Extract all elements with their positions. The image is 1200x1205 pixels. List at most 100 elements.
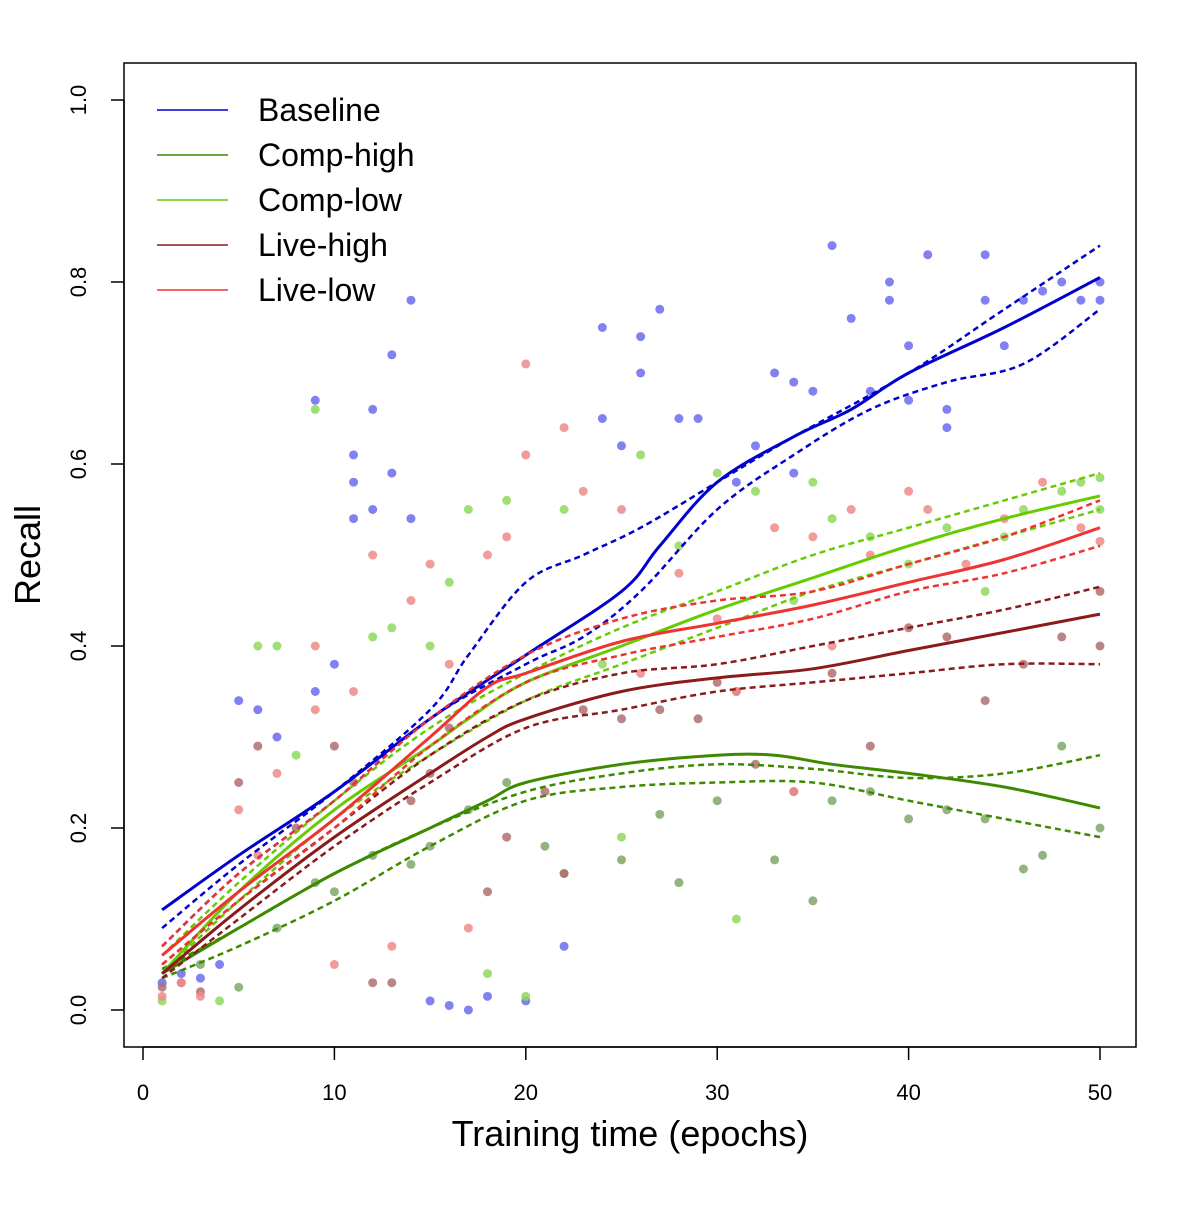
legend-item-live-low: Live-low	[157, 272, 376, 308]
legend-item-comp-high: Comp-high	[157, 137, 415, 173]
live-high-point	[406, 796, 416, 806]
legend-label: Comp-low	[258, 182, 403, 218]
comp-low-point	[827, 514, 837, 524]
baseline-point	[750, 441, 760, 451]
live-high-point	[1095, 641, 1105, 651]
baseline-point	[349, 477, 359, 487]
comp-low-fit-line	[161, 494, 1101, 975]
baseline-point	[483, 991, 493, 1001]
comp-low-point	[559, 505, 569, 514]
comp-low-point	[1076, 477, 1086, 487]
comp-high-point	[770, 855, 780, 865]
live-high-point	[655, 705, 665, 715]
baseline-point	[980, 250, 990, 260]
y-tick-label: 0.4	[66, 631, 91, 662]
baseline-point	[253, 705, 263, 715]
live-high-point	[483, 887, 493, 897]
legend-label: Baseline	[258, 92, 381, 128]
axes-layer: 0 10 20 30 40 50 0.0 0.2 0.4 0.6 0.8 1.0	[66, 85, 1112, 1105]
live-high-point	[540, 787, 550, 797]
comp-high-point	[617, 855, 626, 865]
live-high-point	[329, 741, 339, 751]
baseline-points	[157, 241, 1105, 1015]
live-high-point	[1057, 632, 1067, 642]
comp-low-point	[272, 641, 282, 651]
baseline-point	[349, 514, 359, 524]
live-low-point	[272, 768, 282, 778]
live-low-point	[425, 559, 435, 569]
baseline-point	[597, 414, 607, 423]
comp-high-ci-lower	[161, 779, 1101, 980]
comp-low-point	[291, 750, 301, 760]
legend-item-baseline: Baseline	[157, 92, 381, 128]
baseline-point	[234, 696, 244, 706]
live-low-point	[1038, 477, 1048, 487]
live-high-point	[827, 668, 837, 678]
baseline-point	[195, 973, 205, 983]
live-low-point	[1076, 523, 1086, 533]
baseline-point	[655, 304, 665, 314]
comp-low-point	[1057, 486, 1067, 496]
comp-high-point	[904, 814, 914, 824]
comp-low-point	[808, 477, 818, 487]
live-low-point	[368, 550, 378, 560]
baseline-point	[1095, 295, 1105, 305]
baseline-point	[636, 368, 646, 378]
live-low-point	[923, 505, 933, 514]
live-high-point	[253, 741, 263, 751]
comp-low-point	[1095, 473, 1105, 483]
baseline-point	[789, 468, 799, 478]
live-low-point	[329, 960, 339, 969]
baseline-point	[636, 332, 646, 342]
live-low-point	[846, 505, 856, 514]
baseline-point	[808, 386, 818, 396]
live-low-point	[310, 705, 320, 715]
baseline-point	[942, 404, 952, 414]
legend-label: Live-high	[258, 227, 388, 263]
live-high-point	[712, 677, 722, 687]
y-tick-label: 0.6	[66, 449, 91, 480]
live-high-point	[578, 705, 588, 715]
baseline-point	[444, 1000, 454, 1010]
live-low-point	[406, 596, 416, 605]
live-low-point	[502, 532, 512, 542]
live-low-point	[176, 978, 186, 988]
comp-low-point	[310, 404, 320, 414]
live-low-point	[521, 359, 531, 369]
live-high-ci-lower	[161, 662, 1101, 980]
comp-high-fit-line	[161, 752, 1101, 975]
x-tick-label: 0	[137, 1080, 149, 1105]
comp-high-point	[674, 878, 684, 888]
live-high-point	[387, 978, 397, 988]
baseline-point	[846, 313, 856, 323]
live-low-points	[157, 359, 1105, 1001]
baseline-point	[693, 414, 703, 423]
baseline-point	[387, 350, 397, 360]
baseline-point	[368, 404, 378, 414]
legend-item-live-high: Live-high	[157, 227, 388, 263]
comp-low-point	[942, 523, 952, 533]
live-low-point	[483, 550, 493, 560]
baseline-point	[904, 395, 914, 405]
live-low-point	[770, 523, 780, 533]
live-low-point	[463, 923, 473, 933]
comp-low-points	[157, 404, 1105, 1006]
baseline-point	[176, 969, 186, 979]
comp-high-point	[655, 809, 665, 819]
baseline-point	[827, 241, 837, 251]
baseline-point	[923, 250, 933, 260]
baseline-point	[215, 960, 225, 969]
live-high-point	[368, 978, 378, 988]
comp-high-point	[234, 982, 244, 992]
live-low-fit-line	[161, 526, 1101, 957]
live-low-point	[444, 659, 454, 669]
comp-low-point	[674, 541, 684, 551]
comp-low-point	[463, 505, 473, 514]
live-high-point	[693, 714, 703, 724]
comp-low-point	[865, 532, 875, 542]
baseline-point	[463, 1005, 473, 1015]
comp-low-point	[502, 495, 512, 505]
comp-low-point	[483, 969, 493, 979]
x-tick-label: 40	[896, 1080, 920, 1105]
live-high-point	[980, 696, 990, 706]
